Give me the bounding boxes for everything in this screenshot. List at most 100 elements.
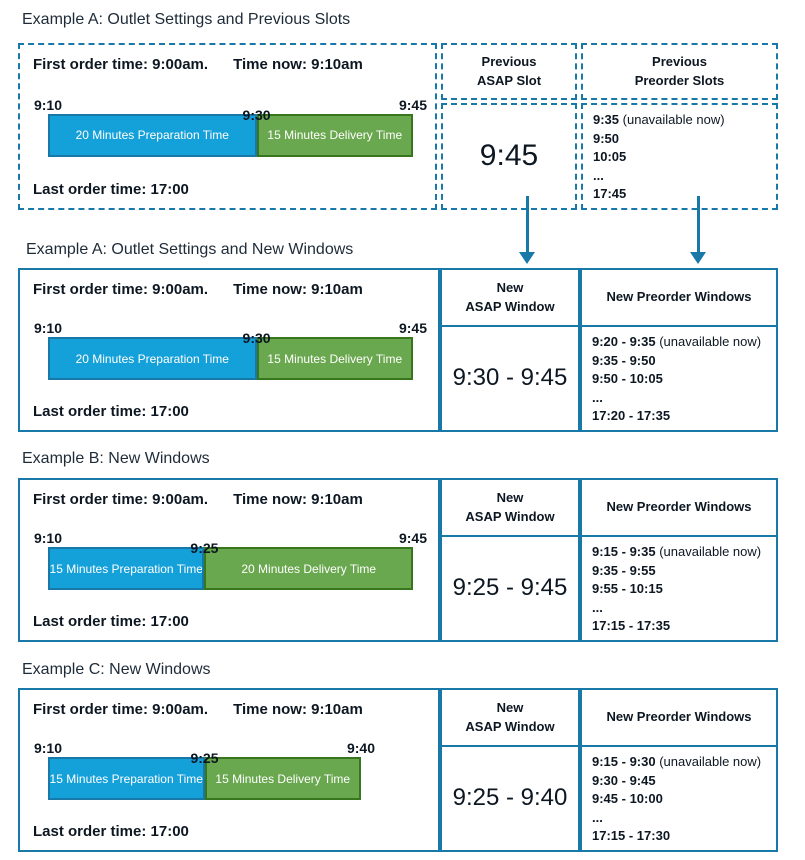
preorder-window: 17:15 - 17:30	[592, 828, 671, 843]
tick-mid: 9:25	[190, 750, 219, 767]
outlet-settings-panel: First order time: 9:00am. Time now: 9:10a…	[18, 43, 437, 210]
preorder-slot: 10:05	[593, 149, 627, 164]
timeline: 9:10 9:30 9:45 20 Minutes Preparation Ti…	[34, 97, 427, 157]
tick-start: 9:10	[33, 96, 63, 113]
row-example-c: First order time: 9:00am. Time now: 9:10a…	[18, 688, 778, 852]
tick-end: 9:45	[398, 530, 428, 547]
asap-window-value: 9:25 - 9:40	[452, 784, 568, 812]
outlet-settings-panel: First order time: 9:00am. Time now: 9:10a…	[18, 688, 440, 852]
preorder-column: New Preorder Windows 9:15 - 9:35 (unavai…	[580, 478, 778, 642]
preparation-time-bar: 20 Minutes Preparation Time	[48, 113, 257, 157]
preorder-window: 9:45 - 10:00	[592, 791, 663, 806]
time-now-label: Time now: 9:10am	[233, 701, 363, 718]
tick-start: 9:10	[33, 740, 63, 757]
asap-column-header: Previous ASAP Slot	[441, 43, 577, 100]
preorder-window-note: (unavailable now)	[659, 334, 762, 349]
preorder-window-list: 9:15 - 9:30 (unavailable now) 9:30 - 9:4…	[582, 747, 776, 850]
preorder-slot: 9:50	[593, 130, 620, 146]
order-times-line: First order time: 9:00am. Time now: 9:10a…	[33, 491, 426, 508]
preorder-slot-ellipsis: ...	[593, 167, 604, 183]
preorder-window: 17:15 - 17:35	[592, 618, 671, 633]
row-example-b: First order time: 9:00am. Time now: 9:10a…	[18, 478, 778, 642]
delivery-time-bar: 20 Minutes Delivery Time	[204, 547, 413, 591]
asap-column-header: New ASAP Window	[442, 480, 578, 537]
preorder-window-note: (unavailable now)	[659, 754, 762, 769]
first-order-time-label: First order time: 9:00am.	[33, 281, 209, 298]
preorder-window-note: (unavailable now)	[659, 544, 762, 559]
preorder-window-time: 9:15 - 9:30	[592, 754, 656, 769]
asap-column: New ASAP Window 9:25 - 9:40	[440, 688, 580, 852]
timeline-ticks: 9:10 9:30 9:45	[34, 97, 427, 123]
order-times-line: First order time: 9:00am. Time now: 9:10a…	[33, 281, 426, 298]
asap-column: New ASAP Window 9:25 - 9:45	[440, 478, 580, 642]
delivery-time-bar: 15 Minutes Delivery Time	[256, 337, 413, 381]
first-order-time-label: First order time: 9:00am.	[33, 701, 209, 718]
order-times-line: First order time: 9:00am. Time now: 9:10a…	[33, 56, 423, 73]
preorder-slot-first: 9:35 (unavailable now)	[593, 111, 772, 130]
tick-mid: 9:30	[242, 106, 271, 123]
timeline: 9:10 9:30 9:45 20 Minutes Preparation Ti…	[34, 320, 427, 381]
timeline-ticks: 9:10 9:30 9:45	[34, 320, 427, 346]
preorder-column-header: New Preorder Windows	[582, 480, 776, 537]
time-now-label: Time now: 9:10am	[233, 56, 363, 73]
timeline-bar: 15 Minutes Preparation Time 15 Minutes D…	[48, 757, 361, 801]
asap-column-header: New ASAP Window	[442, 270, 578, 327]
diagram-canvas: Example A: Outlet Settings and Previous …	[18, 11, 778, 852]
section-title-example-b: Example B: New Windows	[22, 450, 210, 467]
last-order-time-label: Last order time: 17:00	[33, 612, 189, 630]
row-example-a-new: First order time: 9:00am. Time now: 9:10a…	[18, 268, 778, 432]
preparation-time-bar: 15 Minutes Preparation Time	[48, 757, 205, 801]
asap-column-header: New ASAP Window	[442, 690, 578, 747]
time-now-label: Time now: 9:10am	[233, 491, 363, 508]
preorder-window-ellipsis: ...	[592, 599, 603, 615]
preorder-window-time: 9:15 - 9:35	[592, 544, 656, 559]
asap-column: New ASAP Window 9:30 - 9:45	[440, 268, 580, 432]
preorder-slot-list: 9:35 (unavailable now) 9:50 10:05 ... 17…	[581, 103, 778, 210]
asap-slot-value: 9:45	[441, 103, 577, 210]
outlet-settings-panel: First order time: 9:00am. Time now: 9:10a…	[18, 478, 440, 642]
timeline-bar: 20 Minutes Preparation Time 15 Minutes D…	[48, 337, 413, 381]
section-title-example-a-previous: Example A: Outlet Settings and Previous …	[22, 11, 351, 28]
preorder-window-list: 9:20 - 9:35 (unavailable now) 9:35 - 9:5…	[582, 327, 776, 430]
timeline-bar: 20 Minutes Preparation Time 15 Minutes D…	[48, 113, 413, 157]
arrow-head-icon	[690, 252, 706, 264]
section-title-example-c: Example C: New Windows	[22, 661, 211, 678]
preorder-column: Previous Preorder Slots 9:35 (unavailabl…	[581, 43, 778, 210]
timeline: 9:10 9:25 9:45 15 Minutes Preparation Ti…	[34, 530, 427, 591]
preorder-window-list: 9:15 - 9:35 (unavailable now) 9:35 - 9:5…	[582, 537, 776, 640]
asap-column: Previous ASAP Slot 9:45	[441, 43, 577, 210]
preorder-window-first: 9:15 - 9:30 (unavailable now)	[592, 753, 772, 772]
preorder-window: 9:35 - 9:50	[592, 352, 656, 368]
last-order-time-label: Last order time: 17:00	[33, 180, 189, 198]
timeline-bar: 15 Minutes Preparation Time 20 Minutes D…	[48, 547, 413, 591]
timeline-ticks: 9:10 9:25 9:45	[34, 530, 427, 556]
preparation-time-bar: 20 Minutes Preparation Time	[48, 337, 257, 381]
tick-start: 9:10	[33, 530, 63, 547]
tick-mid: 9:25	[190, 540, 219, 557]
preorder-slot: 17:45	[593, 186, 627, 201]
preorder-window: 9:55 - 10:15	[592, 581, 663, 596]
tick-end: 9:45	[398, 96, 428, 113]
first-order-time-label: First order time: 9:00am.	[33, 56, 209, 73]
preorder-window: 9:30 - 9:45	[592, 772, 656, 788]
preorder-window-first: 9:15 - 9:35 (unavailable now)	[592, 543, 772, 562]
preorder-column-header: Previous Preorder Slots	[581, 43, 778, 100]
outlet-settings-panel: First order time: 9:00am. Time now: 9:10a…	[18, 268, 440, 432]
last-order-time-label: Last order time: 17:00	[33, 822, 189, 840]
preorder-slot-time: 9:35	[593, 112, 620, 127]
asap-window-value: 9:30 - 9:45	[452, 364, 568, 392]
delivery-time-bar: 15 Minutes Delivery Time	[256, 113, 413, 157]
preorder-down-arrow	[690, 196, 706, 266]
timeline: 9:10 9:25 9:40 15 Minutes Preparation Ti…	[34, 740, 375, 801]
asap-down-arrow	[519, 196, 535, 266]
delivery-time-bar: 15 Minutes Delivery Time	[204, 757, 361, 801]
first-order-time-label: First order time: 9:00am.	[33, 491, 209, 508]
last-order-time-label: Last order time: 17:00	[33, 402, 189, 420]
section-title-example-a-new: Example A: Outlet Settings and New Windo…	[26, 241, 354, 258]
arrow-head-icon	[519, 252, 535, 264]
preorder-window-time: 9:20 - 9:35	[592, 334, 656, 349]
preorder-column: New Preorder Windows 9:20 - 9:35 (unavai…	[580, 268, 778, 432]
preorder-window-ellipsis: ...	[592, 389, 603, 405]
preorder-slot-note: (unavailable now)	[622, 112, 725, 127]
arrow-shaft	[696, 196, 700, 254]
